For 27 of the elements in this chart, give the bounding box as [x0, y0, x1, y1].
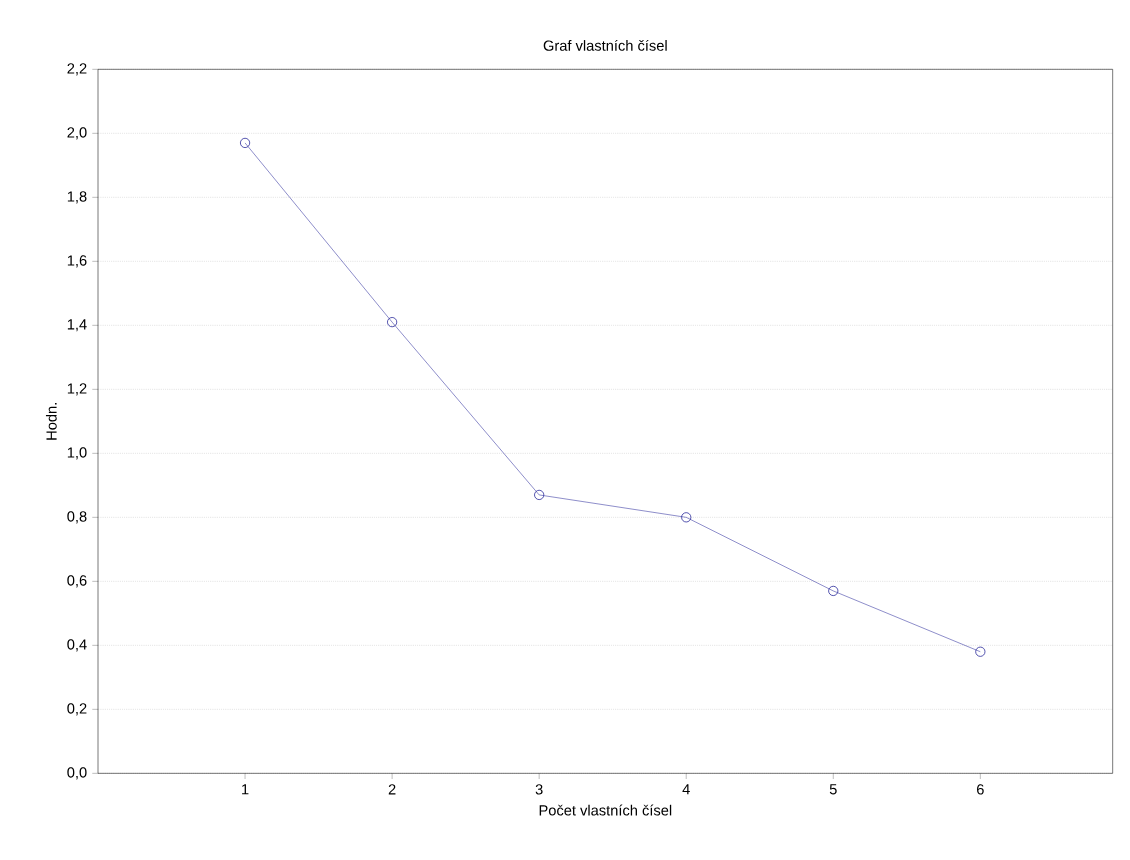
- y-tick-label: 0,4: [67, 639, 87, 652]
- point: [681, 512, 692, 523]
- y-tick-label: 1,0: [67, 447, 87, 460]
- point: [534, 489, 545, 500]
- x-tick-label: 3: [535, 784, 543, 795]
- x-axis-title: Počet vlastních čísel: [539, 804, 672, 816]
- x-tick-label: 4: [682, 784, 690, 795]
- y-tick-label: 0,6: [67, 575, 87, 588]
- point: [239, 137, 251, 148]
- y-tick-label: 0,2: [67, 703, 87, 716]
- x-tick-label: 6: [977, 784, 984, 795]
- y-tick-label: 1,6: [67, 255, 87, 268]
- y-axis-title: Hodn.: [45, 403, 57, 440]
- y-tick-label: 1,4: [67, 319, 87, 332]
- y-tick-label: 2,0: [67, 127, 87, 140]
- point: [387, 317, 398, 328]
- x-tick-label: 5: [829, 784, 837, 795]
- point: [975, 646, 986, 657]
- y-tick-label: 1,8: [67, 191, 87, 204]
- y-tick-label: 0,0: [67, 767, 87, 780]
- y-tick-label: 1,2: [67, 383, 87, 396]
- x-tick-label: 2: [388, 784, 396, 795]
- y-tick-label: 0,8: [67, 511, 87, 524]
- x-tick-label: 1: [242, 784, 249, 795]
- point: [828, 585, 839, 596]
- y-tick-label: 2,2: [67, 63, 87, 76]
- chart-title: Graf vlastních čísel: [543, 39, 667, 51]
